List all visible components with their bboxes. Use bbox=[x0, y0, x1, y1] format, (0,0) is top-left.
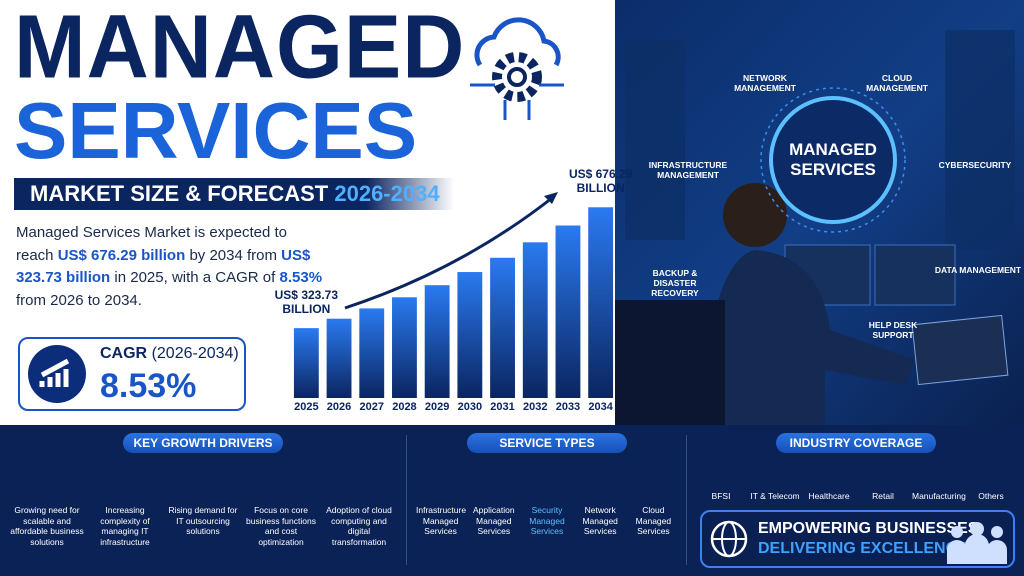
tagline-box: EMPOWERING BUSINESSES. DELIVERING EXCELL… bbox=[700, 510, 1015, 568]
node-label: NETWORK MANAGEMENT bbox=[734, 73, 796, 93]
cagr-box: CAGR (2026-2034) 8.53% bbox=[18, 337, 246, 411]
globe-icon bbox=[710, 520, 748, 558]
summary-segment: 8.53% bbox=[279, 269, 323, 286]
summary-segment: in 2025, bbox=[114, 269, 168, 286]
people-icon bbox=[947, 522, 1007, 564]
banner-text: MARKET SIZE & FORECAST bbox=[30, 181, 329, 206]
x-tick-label: 2031 bbox=[490, 401, 514, 413]
item-label: Application Managed Services bbox=[472, 505, 515, 536]
summary-segment: US$ 323.73 billion bbox=[16, 246, 311, 287]
x-tick-label: 2026 bbox=[327, 401, 351, 413]
section-title: INDUSTRY COVERAGE bbox=[776, 433, 936, 453]
bar bbox=[490, 257, 515, 398]
item-label: Others bbox=[978, 491, 1004, 501]
node-label: DATA MANAGEMENT bbox=[934, 265, 1022, 275]
item-label: Focus on core business functions and cos… bbox=[246, 505, 316, 547]
x-tick-label: 2025 bbox=[294, 401, 318, 413]
hero-panel bbox=[615, 0, 1024, 425]
item-label: BFSI bbox=[711, 491, 731, 501]
node-label: CLOUD MANAGEMENT bbox=[866, 73, 928, 93]
item-label: Network Managed Services bbox=[582, 505, 618, 536]
hero-art bbox=[615, 30, 1015, 425]
node-label: HELP DESK SUPPORT bbox=[868, 320, 918, 340]
item-label: Healthcare bbox=[808, 491, 850, 501]
item-label: Rising demand for IT outsourcing solutio… bbox=[168, 505, 238, 536]
bar bbox=[555, 225, 581, 398]
x-tick-label: 2033 bbox=[556, 401, 580, 413]
bar bbox=[522, 242, 548, 398]
bar bbox=[293, 328, 319, 398]
bar-chart: 2025 2026 2027 2028 2029 2030 2031 2032 2033 2034 bbox=[293, 192, 614, 413]
item-label: Adoption of cloud computing and digital … bbox=[326, 505, 392, 547]
bar bbox=[392, 297, 417, 398]
divider bbox=[406, 435, 407, 565]
item-label: Increasing complexity of managing IT inf… bbox=[100, 505, 150, 547]
arrow-head bbox=[544, 192, 558, 204]
value-label: US$ 676.29 BILLION bbox=[568, 167, 633, 196]
value-label: US$ 323.73 BILLION bbox=[274, 288, 339, 317]
tagline-line1: EMPOWERING BUSINESSES. bbox=[758, 520, 983, 537]
x-tick-label: 2034 bbox=[588, 401, 613, 413]
summary-segment: US$ 676.29 billion bbox=[57, 246, 186, 264]
x-tick-label: 2032 bbox=[523, 401, 547, 413]
item-label: IT & Telecom bbox=[750, 491, 800, 501]
cagr-label: CAGR bbox=[100, 345, 148, 362]
node-label: INFRASTRUCTURE MANAGEMENT bbox=[648, 160, 728, 180]
bar bbox=[359, 308, 385, 398]
section-title: SERVICE TYPES bbox=[467, 433, 627, 453]
bar bbox=[457, 272, 483, 398]
item-label: Manufacturing bbox=[912, 491, 966, 501]
tagline-line2: DELIVERING EXCELLENCE. bbox=[758, 540, 973, 557]
summary-segment: with a CAGR of bbox=[171, 269, 276, 286]
divider bbox=[686, 435, 687, 565]
cloud-gear-icon bbox=[470, 17, 564, 120]
node-label: BACKUP & DISASTER RECOVERY bbox=[651, 268, 699, 298]
item-label: Infrastructure Managed Services bbox=[416, 505, 467, 536]
summary-segment: from bbox=[16, 291, 46, 309]
item-label: Cloud Managed Services bbox=[635, 505, 672, 536]
section-title: KEY GROWTH DRIVERS bbox=[123, 433, 283, 453]
bar bbox=[588, 207, 614, 398]
cagr-period: (2026-2034) bbox=[151, 345, 239, 362]
item-label: Growing need for scalable and affordable… bbox=[10, 505, 84, 547]
bar bbox=[326, 318, 352, 398]
bottom-panel: KEY GROWTH DRIVERS Growing need for scala… bbox=[0, 425, 1024, 576]
x-tick-label: 2028 bbox=[392, 401, 416, 413]
trend-arrow bbox=[344, 196, 553, 310]
node-label: CYBERSECURITY bbox=[938, 160, 1012, 170]
item-label: Security Managed Services bbox=[529, 505, 565, 536]
title-line2: SERVICES bbox=[14, 86, 418, 175]
summary-segment: 2026 to 2034. bbox=[50, 291, 142, 309]
bar bbox=[424, 285, 450, 398]
summary-segment: by 2034 from bbox=[189, 246, 277, 264]
banner: MARKET SIZE & FORECAST 2026-2034 bbox=[14, 178, 454, 210]
title-line1: MANAGED bbox=[14, 0, 466, 98]
cagr-icon bbox=[28, 345, 86, 403]
summary: Managed Services Market is expected to r… bbox=[16, 222, 326, 312]
summary-segment: Managed Services Market is expected to r… bbox=[16, 224, 287, 264]
cagr-label-row: CAGR (2026-2034) bbox=[100, 345, 239, 363]
x-tick-label: 2030 bbox=[458, 401, 482, 413]
x-tick-label: 2027 bbox=[360, 401, 384, 413]
x-tick-label: 2029 bbox=[425, 401, 449, 413]
banner-years: 2026-2034 bbox=[334, 181, 440, 206]
item-label: Retail bbox=[872, 491, 894, 501]
cagr-value: 8.53% bbox=[100, 367, 197, 405]
hub-center: MANAGED SERVICES bbox=[789, 140, 877, 179]
